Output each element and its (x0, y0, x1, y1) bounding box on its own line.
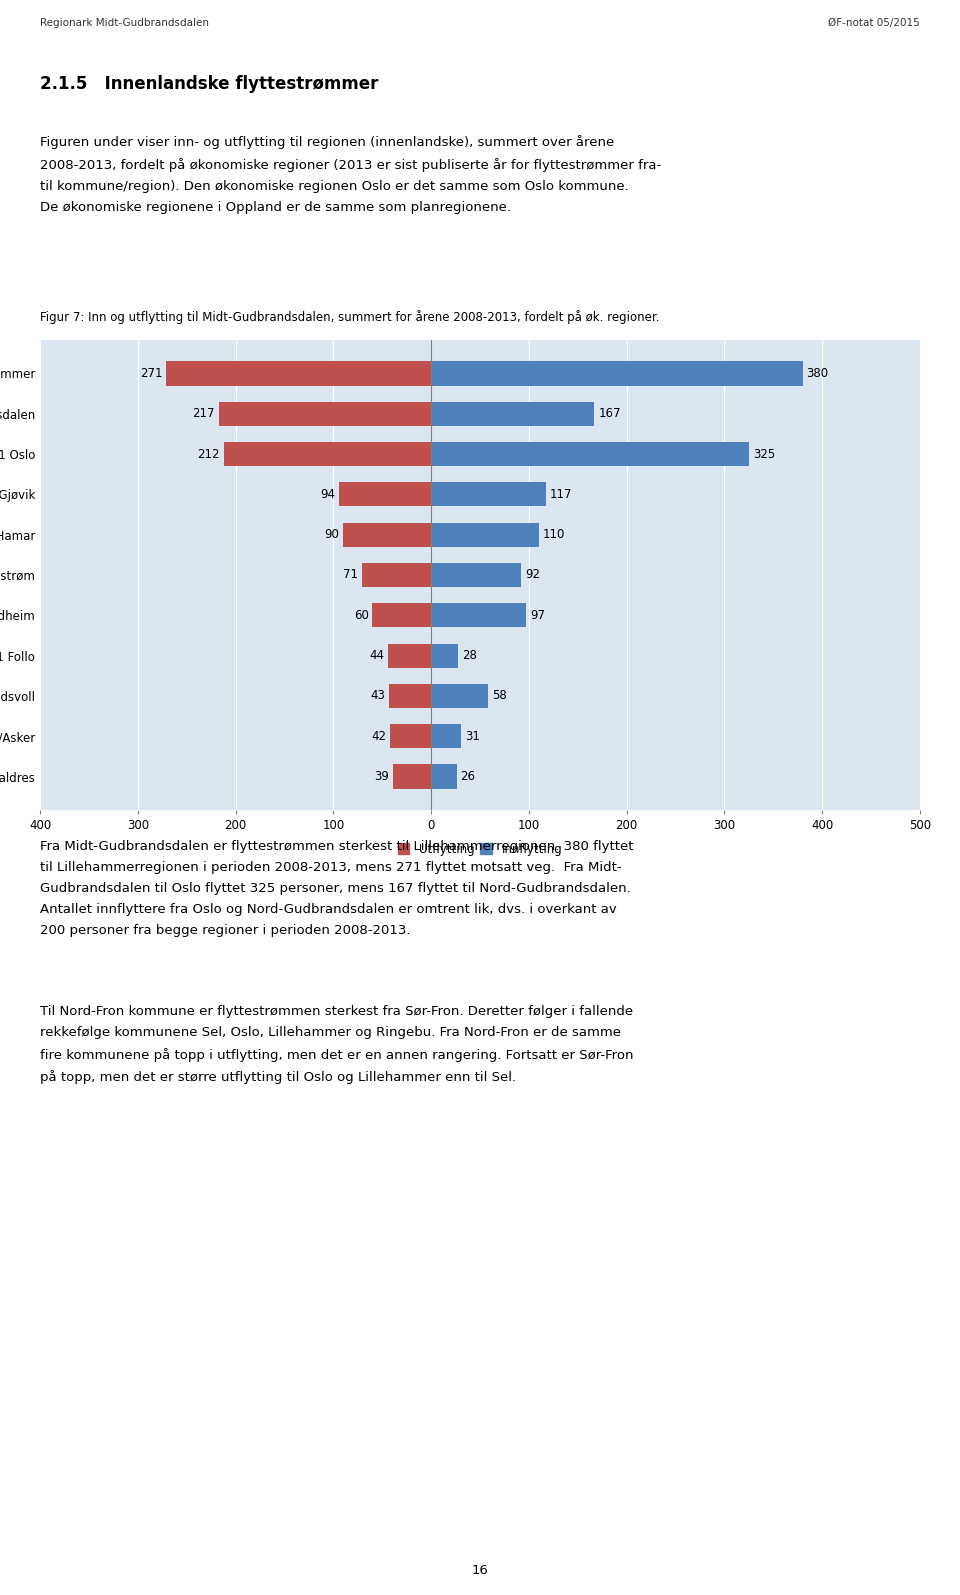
Bar (393, 764, 431, 788)
Bar (431, 724, 462, 748)
Text: 97: 97 (530, 609, 545, 622)
Bar (431, 523, 539, 547)
Bar (372, 603, 431, 627)
Bar (388, 643, 431, 668)
Text: 26: 26 (461, 770, 475, 783)
Text: 117: 117 (549, 488, 572, 501)
Bar (431, 442, 749, 466)
Bar (389, 684, 431, 708)
Text: 380: 380 (806, 367, 828, 380)
Text: 212: 212 (198, 448, 220, 461)
Bar (390, 724, 431, 748)
Text: Fra Midt-Gudbrandsdalen er flyttestrømmen sterkest til Lillehammerregionen. 380 : Fra Midt-Gudbrandsdalen er flyttestrømme… (40, 841, 634, 936)
Text: ØF-notat 05/2015: ØF-notat 05/2015 (828, 18, 920, 29)
Bar (224, 442, 431, 466)
Text: Figur 7: Inn og utflytting til Midt-Gudbrandsdalen, summert for årene 2008-2013,: Figur 7: Inn og utflytting til Midt-Gudb… (40, 309, 660, 324)
Text: 39: 39 (374, 770, 389, 783)
Text: 58: 58 (492, 689, 507, 702)
Text: 92: 92 (525, 568, 540, 582)
Bar (431, 643, 459, 668)
Text: 42: 42 (372, 731, 386, 743)
Text: 90: 90 (324, 528, 339, 541)
Bar (431, 362, 803, 386)
Bar (339, 482, 431, 507)
Text: 31: 31 (466, 731, 480, 743)
Text: 44: 44 (370, 649, 384, 662)
Text: Regionark Midt-Gudbrandsdalen: Regionark Midt-Gudbrandsdalen (40, 18, 209, 29)
Text: 60: 60 (353, 609, 369, 622)
Text: 16: 16 (471, 1565, 489, 1577)
Text: Figuren under viser inn- og utflytting til regionen (innenlandske), summert over: Figuren under viser inn- og utflytting t… (40, 136, 661, 214)
Text: 271: 271 (140, 367, 162, 380)
Text: 94: 94 (321, 488, 335, 501)
Text: 167: 167 (598, 407, 621, 419)
Bar (431, 482, 545, 507)
Text: 325: 325 (753, 448, 775, 461)
Text: 28: 28 (463, 649, 477, 662)
Text: 43: 43 (371, 689, 385, 702)
Legend: Utflytting, Innflytting: Utflytting, Innflytting (393, 837, 567, 860)
Text: 2.1.5   Innenlandske flyttestrømmer: 2.1.5 Innenlandske flyttestrømmer (40, 75, 378, 93)
Bar (166, 362, 431, 386)
Bar (431, 603, 526, 627)
Bar (431, 684, 488, 708)
Bar (431, 764, 457, 788)
Bar (431, 402, 594, 426)
Bar (362, 563, 431, 587)
Text: 110: 110 (542, 528, 564, 541)
Text: 217: 217 (193, 407, 215, 419)
Text: 71: 71 (343, 568, 358, 582)
Bar (343, 523, 431, 547)
Bar (219, 402, 431, 426)
Bar (431, 563, 521, 587)
Text: Til Nord-Fron kommune er flyttestrømmen sterkest fra Sør-Fron. Deretter følger i: Til Nord-Fron kommune er flyttestrømmen … (40, 1005, 634, 1085)
